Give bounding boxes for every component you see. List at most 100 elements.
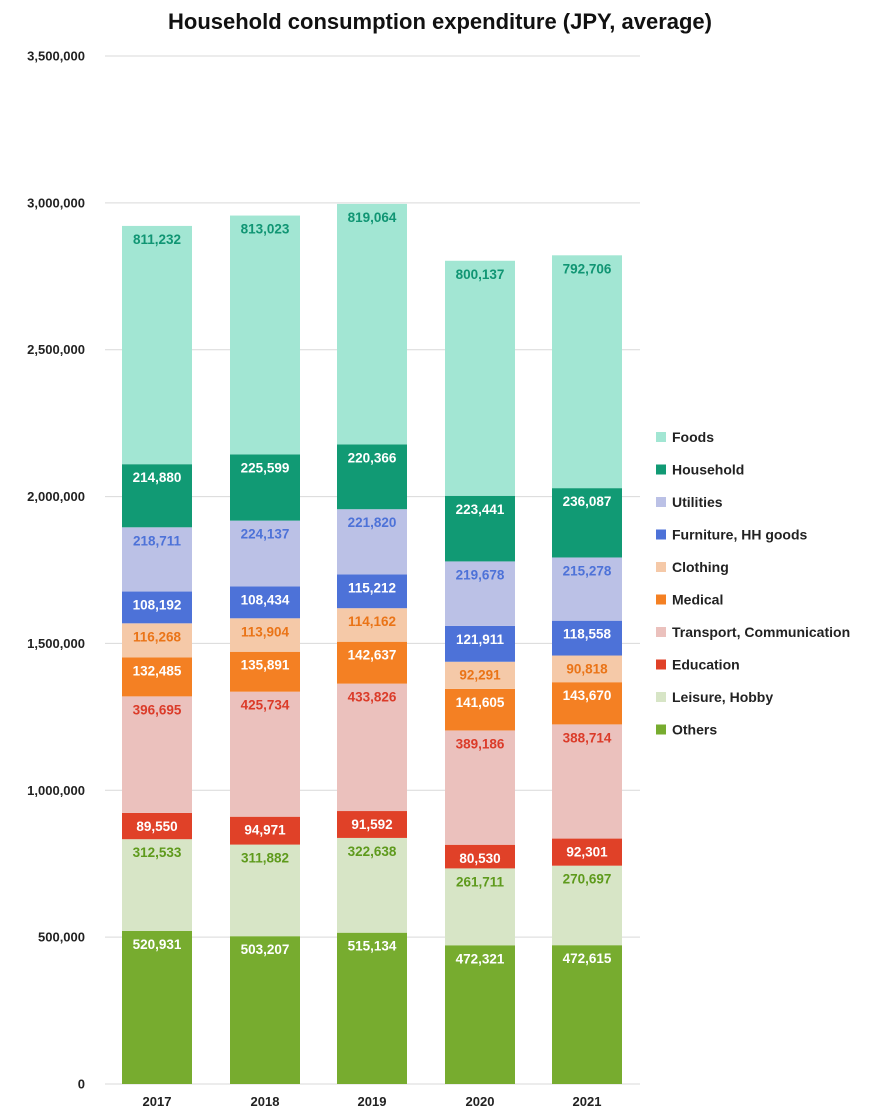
- segment-value-label: 141,605: [456, 695, 505, 710]
- legend-label: Clothing: [672, 559, 729, 575]
- segment-value-label: 800,137: [456, 267, 505, 282]
- segment-value-label: 433,826: [348, 690, 397, 705]
- bar-segment: [445, 561, 515, 626]
- x-tick-label: 2019: [358, 1094, 387, 1109]
- segment-value-label: 214,880: [133, 470, 182, 485]
- segment-value-label: 121,911: [456, 632, 505, 647]
- bar-segment: [445, 661, 515, 689]
- bar-segment: [122, 930, 192, 1084]
- legend-label: Utilities: [672, 494, 723, 510]
- segment-value-label: 811,232: [133, 232, 181, 247]
- legend-label: Leisure, Hobby: [672, 689, 773, 705]
- segment-value-label: 389,186: [456, 736, 505, 751]
- legend-item: Leisure, Hobby: [656, 689, 773, 705]
- legend-swatch: [656, 692, 666, 702]
- x-tick-label: 2018: [251, 1094, 280, 1109]
- segment-value-label: 114,162: [348, 614, 396, 629]
- legend-swatch: [656, 562, 666, 572]
- segment-value-label: 515,134: [348, 939, 397, 954]
- segment-value-label: 224,137: [241, 527, 290, 542]
- bar-segment: [230, 816, 300, 845]
- segment-value-label: 135,891: [241, 658, 290, 673]
- legend-label: Education: [672, 657, 740, 673]
- y-tick-label: 3,500,000: [27, 49, 85, 64]
- segment-value-label: 472,321: [456, 951, 505, 966]
- bar-segment: [445, 688, 515, 731]
- segment-value-label: 132,485: [133, 663, 182, 678]
- bar-segment: [552, 945, 622, 1084]
- segment-value-label: 388,714: [563, 730, 612, 745]
- bar-segment: [122, 657, 192, 697]
- bar-segment: [445, 495, 515, 562]
- bar-segment: [337, 444, 407, 510]
- bar-segment: [445, 260, 515, 496]
- segment-labels: 520,931 503,207 515,134 472,321 472,615 312,5…: [133, 210, 612, 966]
- x-tick-label: 2020: [466, 1094, 495, 1109]
- segment-value-label: 236,087: [563, 494, 612, 509]
- segment-value-label: 219,678: [456, 567, 505, 582]
- bar-segment: [337, 574, 407, 609]
- segment-value-label: 94,971: [244, 823, 286, 838]
- segment-value-label: 90,818: [566, 662, 608, 677]
- segment-value-label: 503,207: [241, 942, 290, 957]
- y-tick-label: 1,000,000: [27, 783, 85, 798]
- y-tick-label: 2,000,000: [27, 489, 85, 504]
- bar-segment: [122, 812, 192, 840]
- segment-value-label: 116,268: [133, 629, 182, 644]
- segment-value-label: 142,637: [348, 648, 397, 663]
- segment-value-label: 143,670: [563, 688, 612, 703]
- bar-segment: [230, 215, 300, 455]
- legend-label: Transport, Communication: [672, 624, 850, 640]
- legend-label: Household: [672, 462, 744, 478]
- bar-segment: [552, 557, 622, 621]
- y-tick-label: 3,000,000: [27, 195, 85, 210]
- legend-swatch: [656, 627, 666, 637]
- bar-segment: [445, 945, 515, 1084]
- bar-segment: [552, 255, 622, 489]
- x-tick-label: 2021: [573, 1094, 602, 1109]
- bar-segment: [552, 865, 622, 946]
- bar-segment: [552, 682, 622, 725]
- bar-segment: [445, 844, 515, 869]
- segment-value-label: 92,301: [566, 845, 608, 860]
- segment-value-label: 113,904: [241, 624, 290, 639]
- bar-segment: [122, 623, 192, 658]
- bar-segment: [230, 586, 300, 619]
- segment-value-label: 92,291: [459, 668, 501, 683]
- bar-segment: [122, 527, 192, 592]
- bar-segment: [337, 509, 407, 575]
- bar-segment: [552, 655, 622, 683]
- segment-value-label: 225,599: [241, 460, 290, 475]
- bar-segment: [552, 488, 622, 558]
- x-tick-label: 2017: [143, 1094, 172, 1109]
- bar-segment: [122, 591, 192, 624]
- bar-segment: [337, 641, 407, 684]
- bars: [122, 203, 622, 1084]
- segment-value-label: 819,064: [348, 210, 397, 225]
- bar-segment: [337, 932, 407, 1084]
- segment-value-label: 108,434: [241, 592, 290, 607]
- segment-value-label: 520,931: [133, 937, 182, 952]
- bar-segment: [122, 225, 192, 465]
- legend-swatch: [656, 659, 666, 670]
- bar-segment: [337, 837, 407, 933]
- bar-segment: [445, 625, 515, 662]
- legend-item: Furniture, HH goods: [656, 527, 808, 543]
- legend-swatch: [656, 594, 666, 605]
- segment-value-label: 118,558: [563, 627, 612, 642]
- segment-value-label: 218,711: [133, 533, 182, 548]
- segment-value-label: 472,615: [563, 951, 612, 966]
- segment-value-label: 89,550: [136, 819, 177, 834]
- segment-value-label: 312,533: [133, 845, 182, 860]
- legend: Foods Household Utilities Furniture, HH goo…: [656, 429, 850, 738]
- segment-value-label: 220,366: [348, 450, 397, 465]
- segment-value-label: 270,697: [563, 872, 612, 887]
- y-axis-tick-labels: 0 500,000 1,000,000 1,500,000 2,000,000 2,500…: [27, 49, 85, 1092]
- segment-value-label: 108,192: [133, 598, 182, 613]
- bar-segment: [337, 608, 407, 642]
- bar-segment: [230, 454, 300, 521]
- chart-title: Household consumption expenditure (JPY, …: [168, 9, 712, 34]
- legend-item: Clothing: [656, 559, 729, 575]
- segment-value-label: 396,695: [133, 702, 182, 717]
- y-tick-label: 0: [78, 1077, 85, 1092]
